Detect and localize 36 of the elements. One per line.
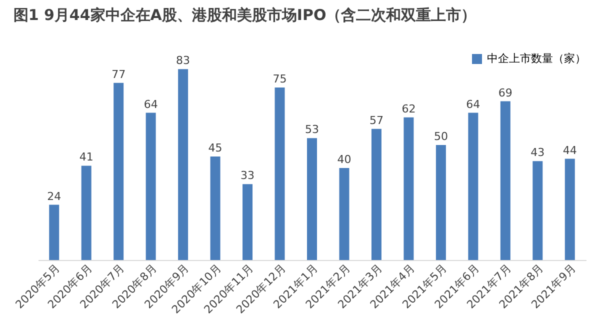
data-label: 44 [562, 144, 577, 157]
bar [274, 88, 285, 260]
data-label: 41 [79, 150, 94, 164]
bar [371, 128, 382, 260]
data-label: 24 [47, 190, 62, 203]
data-label: 75 [272, 72, 287, 86]
bar [564, 158, 575, 260]
bar [500, 101, 510, 260]
bar [210, 156, 220, 260]
data-label: 50 [434, 130, 448, 143]
bar [49, 204, 60, 260]
chart-title: 图1 9月44家中企在A股、港股和美股市场IPO（含二次和双重上市） [13, 6, 476, 24]
data-label: 64 [466, 98, 480, 111]
data-label: 64 [144, 98, 158, 111]
data-label: 53 [305, 123, 319, 136]
bar [339, 168, 350, 260]
bar [242, 184, 253, 260]
data-label: 43 [530, 146, 545, 160]
data-label: 83 [176, 54, 190, 68]
bar [468, 112, 478, 260]
data-label: 40 [337, 153, 352, 166]
bar [81, 166, 92, 260]
data-label: 45 [208, 142, 222, 154]
bar [178, 69, 188, 260]
bar [436, 145, 446, 260]
bar [146, 112, 156, 260]
data-label: 69 [498, 86, 512, 100]
legend-label: 中企上市数量（家） [487, 52, 586, 65]
bar [307, 138, 317, 260]
data-label: 33 [240, 169, 255, 182]
bar [532, 161, 543, 260]
bar [404, 117, 414, 260]
data-label: 77 [112, 68, 126, 81]
bar [114, 82, 124, 260]
data-label: 57 [369, 114, 384, 127]
data-label: 62 [402, 102, 416, 116]
